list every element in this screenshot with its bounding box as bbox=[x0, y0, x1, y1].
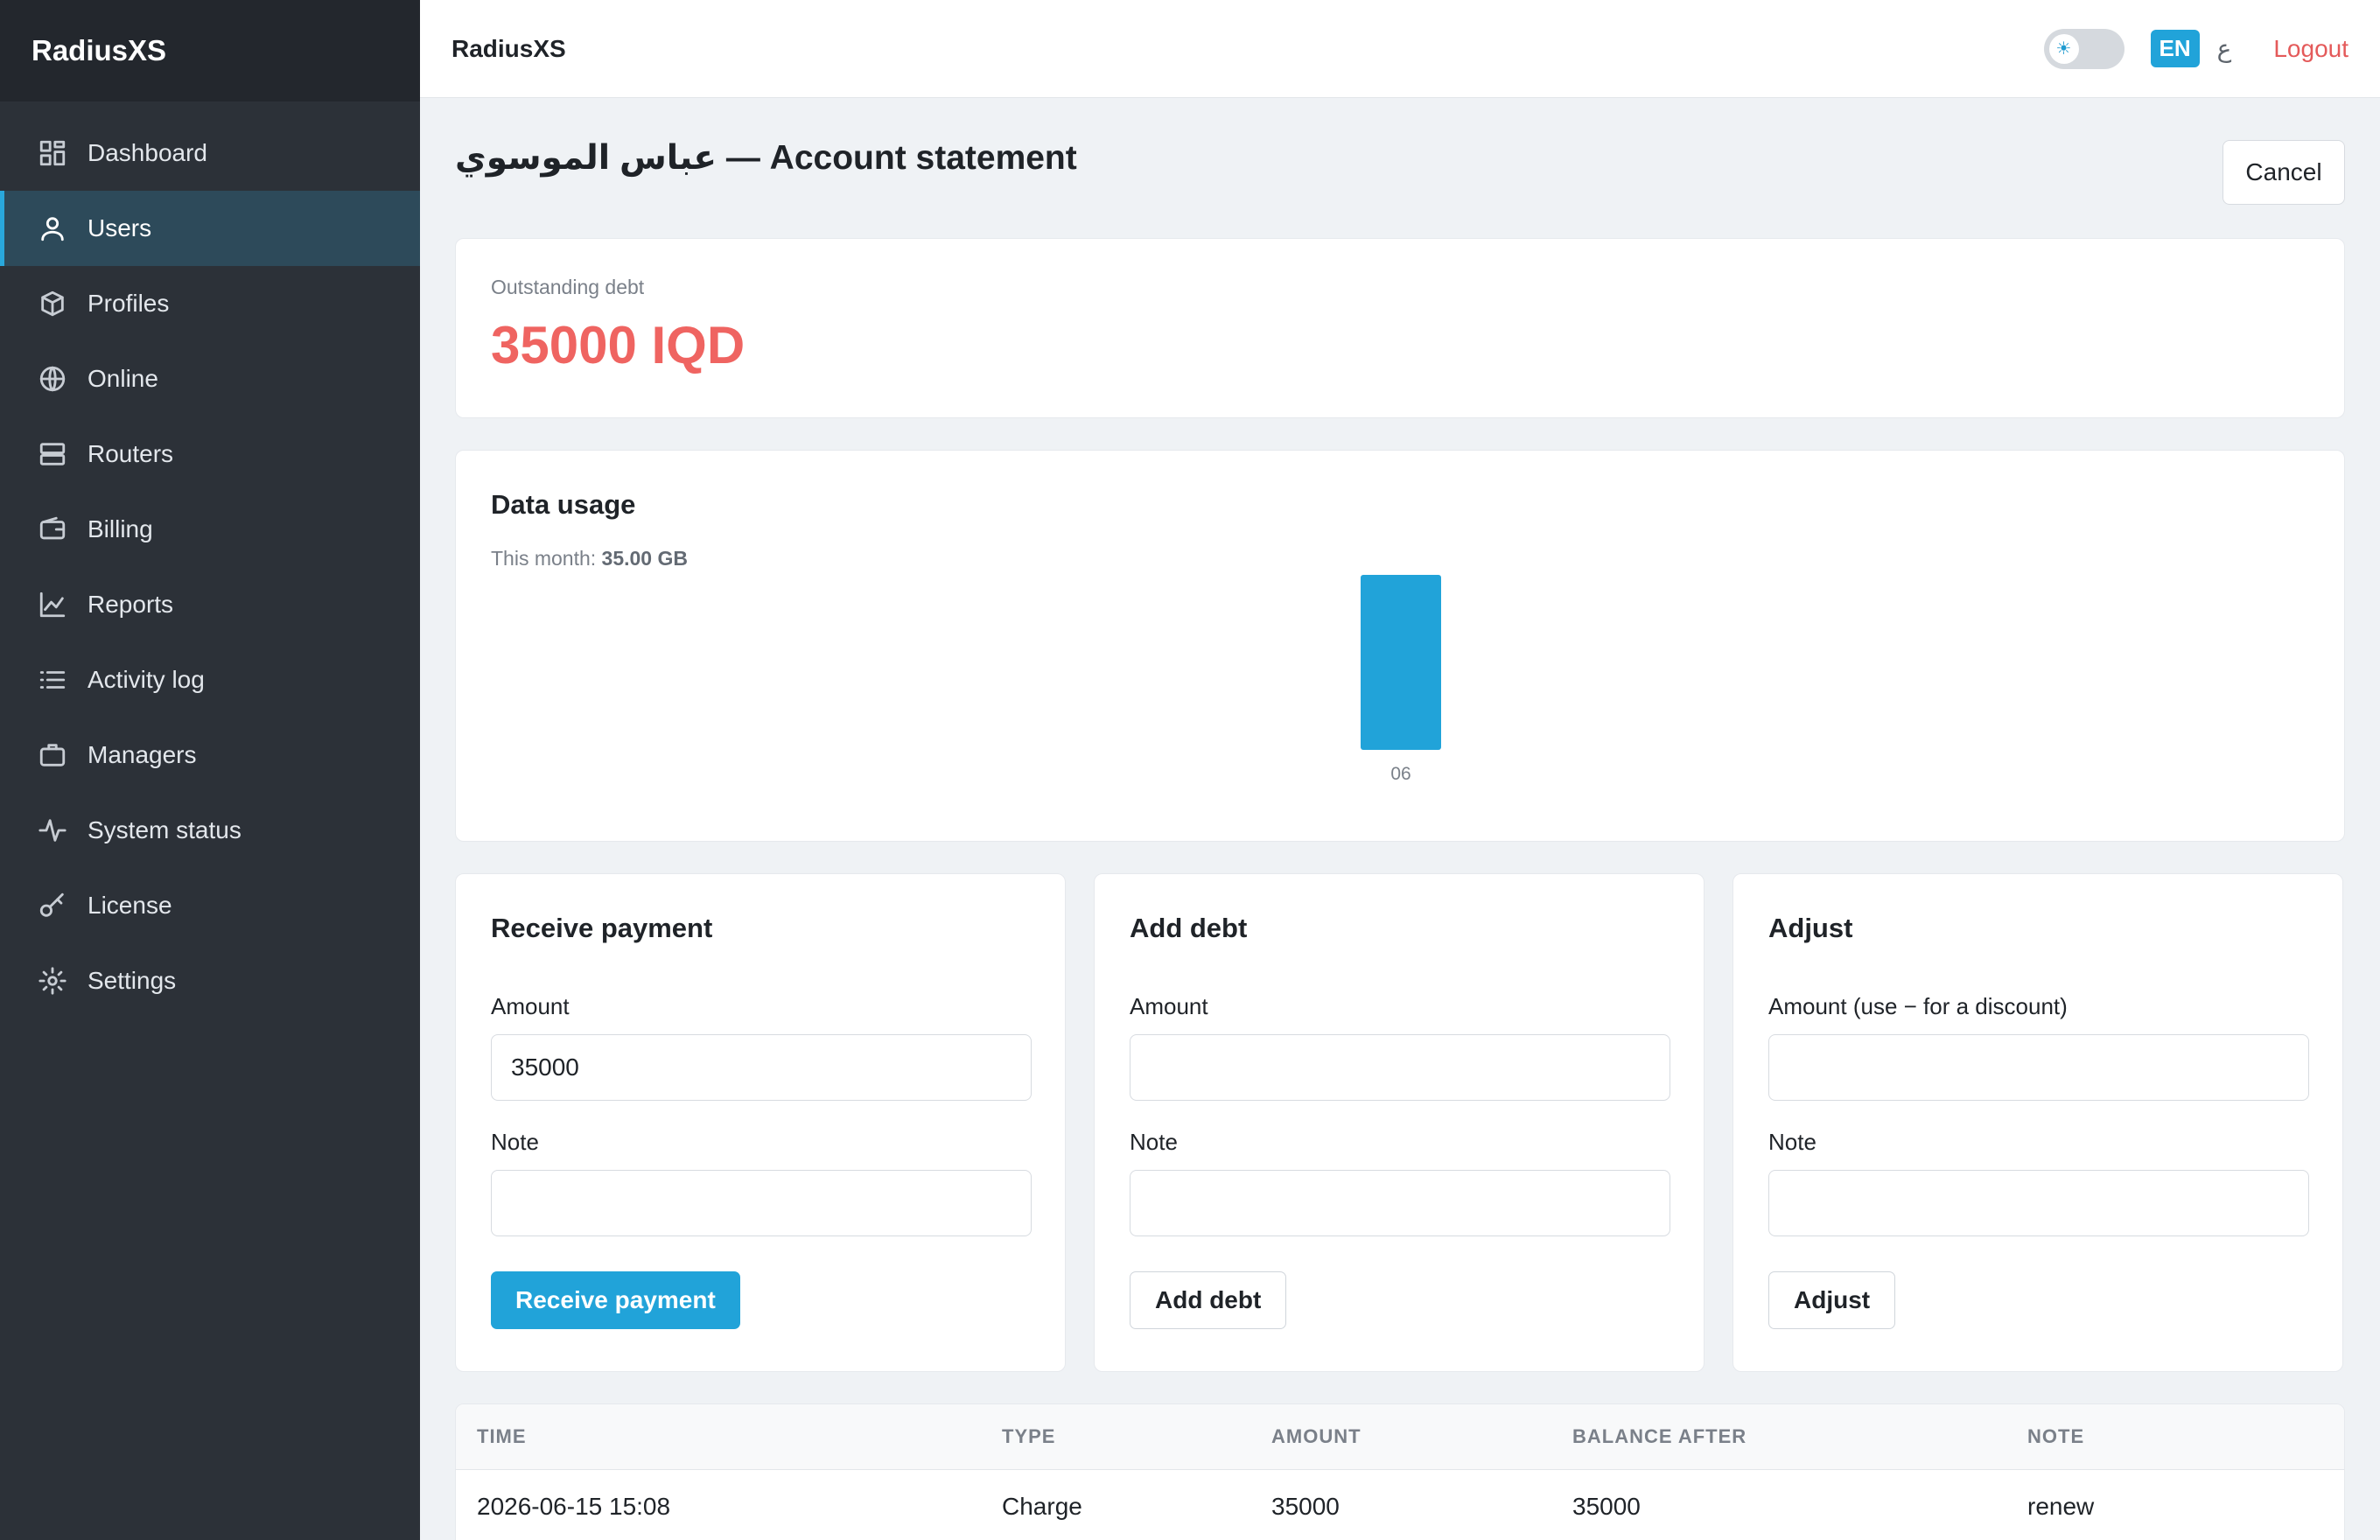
sidebar-nav: Dashboard Users Profiles Online Routers … bbox=[0, 102, 420, 1018]
sidebar-item-label: System status bbox=[88, 816, 242, 844]
sidebar-item-license[interactable]: License bbox=[0, 868, 420, 943]
cell-amount: 35000 bbox=[1271, 1493, 1340, 1521]
sidebar-item-billing[interactable]: Billing bbox=[0, 492, 420, 567]
page-header: عباس الموسوي — Account statement Cancel bbox=[455, 98, 2345, 238]
cell-type: Charge bbox=[1002, 1493, 1082, 1521]
main-content: عباس الموسوي — Account statement Cancel … bbox=[455, 98, 2345, 1540]
payment-note-label: Note bbox=[491, 1129, 539, 1155]
adjust-form: Adjust Amount (use − for a discount) Not… bbox=[1732, 873, 2343, 1372]
payment-amount-input[interactable] bbox=[491, 1034, 1032, 1101]
sidebar-item-managers[interactable]: Managers bbox=[0, 718, 420, 793]
usage-tick-label: 06 bbox=[1390, 764, 1410, 784]
cell-balance-after: 35000 bbox=[1572, 1493, 1641, 1521]
sidebar-item-system-status[interactable]: System status bbox=[0, 793, 420, 868]
adjust-amount-input[interactable] bbox=[1768, 1034, 2309, 1101]
statement-table-card: TIME TYPE AMOUNT BALANCE AFTER NOTE 2026… bbox=[455, 1404, 2345, 1540]
usage-this-month-label: This month: bbox=[491, 547, 602, 570]
debt-amount-label: Amount bbox=[1130, 993, 1208, 1019]
sidebar-item-label: Dashboard bbox=[88, 139, 207, 166]
sidebar-item-label: Activity log bbox=[88, 666, 205, 693]
statement-table: TIME TYPE AMOUNT BALANCE AFTER NOTE 2026… bbox=[456, 1404, 2344, 1540]
sidebar-item-label: Reports bbox=[88, 591, 174, 618]
add-debt-form: Add debt Amount Note Add debt bbox=[1094, 873, 1704, 1372]
adjust-title: Adjust bbox=[1768, 913, 1853, 943]
col-time: TIME bbox=[456, 1404, 981, 1470]
sidebar-item-label: Settings bbox=[88, 967, 177, 994]
dashboard-icon bbox=[37, 137, 68, 169]
box-icon bbox=[37, 288, 68, 319]
topbar-actions: ☀ EN ع Logout bbox=[2043, 28, 2348, 69]
receive-payment-title: Receive payment bbox=[491, 913, 713, 943]
sidebar-item-label: Billing bbox=[88, 515, 153, 542]
server-icon bbox=[37, 438, 68, 470]
sidebar-item-label: Users bbox=[88, 214, 152, 242]
debt-note-input[interactable] bbox=[1130, 1170, 1670, 1236]
col-note: NOTE bbox=[2006, 1404, 2344, 1470]
chart-line-icon bbox=[37, 589, 68, 620]
adjust-amount-label: Amount (use − for a discount) bbox=[1768, 993, 2068, 1019]
cell-note: renew bbox=[2027, 1493, 2095, 1521]
globe-icon bbox=[37, 363, 68, 395]
brand-logo[interactable]: RadiusXS bbox=[0, 0, 420, 102]
debt-value: 35000 IQD bbox=[491, 316, 746, 374]
payment-note-input[interactable] bbox=[491, 1170, 1032, 1236]
pulse-icon bbox=[37, 815, 68, 846]
theme-toggle[interactable]: ☀ bbox=[2043, 28, 2124, 69]
sidebar-item-reports[interactable]: Reports bbox=[0, 567, 420, 642]
sidebar-item-label: Online bbox=[88, 365, 158, 392]
sidebar: RadiusXS Dashboard Users Profiles Online… bbox=[0, 0, 420, 1540]
sidebar-item-online[interactable]: Online bbox=[0, 341, 420, 416]
sidebar-item-users[interactable]: Users bbox=[0, 191, 420, 266]
debt-note-label: Note bbox=[1130, 1129, 1178, 1155]
add-debt-button[interactable]: Add debt bbox=[1130, 1271, 1287, 1329]
usage-title: Data usage bbox=[491, 489, 636, 520]
debt-amount-input[interactable] bbox=[1130, 1034, 1670, 1101]
add-debt-title: Add debt bbox=[1130, 913, 1248, 943]
receive-payment-form: Receive payment Amount Note Receive paym… bbox=[455, 873, 1066, 1372]
usage-this-month: This month: 35.00 GB bbox=[491, 547, 2309, 570]
usage-this-month-value: 35.00 GB bbox=[601, 547, 688, 570]
receive-payment-button[interactable]: Receive payment bbox=[491, 1271, 740, 1329]
topbar: RadiusXS ☀ EN ع Logout bbox=[420, 0, 2380, 98]
payment-amount-label: Amount bbox=[491, 993, 570, 1019]
usage-bar-chart: 06 bbox=[1361, 575, 1441, 784]
debt-label: Outstanding debt bbox=[491, 276, 645, 298]
sidebar-item-label: License bbox=[88, 892, 172, 919]
outstanding-debt-card: Outstanding debt 35000 IQD bbox=[455, 238, 2345, 418]
cell-time: 2026-06-15 15:08 bbox=[477, 1493, 671, 1521]
adjust-note-label: Note bbox=[1768, 1129, 1816, 1155]
sidebar-item-label: Routers bbox=[88, 440, 174, 467]
sun-icon: ☀ bbox=[2048, 33, 2079, 64]
wallet-icon bbox=[37, 514, 68, 545]
topbar-title: RadiusXS bbox=[452, 34, 566, 62]
lang-ar-button[interactable]: ع bbox=[2216, 35, 2232, 62]
col-type: TYPE bbox=[981, 1404, 1250, 1470]
lang-en-button[interactable]: EN bbox=[2150, 30, 2200, 67]
sidebar-item-dashboard[interactable]: Dashboard bbox=[0, 116, 420, 191]
sidebar-item-routers[interactable]: Routers bbox=[0, 416, 420, 492]
briefcase-icon bbox=[37, 739, 68, 771]
adjust-note-input[interactable] bbox=[1768, 1170, 2309, 1236]
logout-link[interactable]: Logout bbox=[2273, 34, 2348, 62]
user-icon bbox=[37, 213, 68, 244]
sidebar-item-activity-log[interactable]: Activity log bbox=[0, 642, 420, 718]
sidebar-item-label: Managers bbox=[88, 741, 197, 768]
col-amount: AMOUNT bbox=[1250, 1404, 1551, 1470]
table-row: 2026-06-15 15:08 Charge 35000 35000 rene… bbox=[456, 1469, 2344, 1540]
data-usage-card: Data usage This month: 35.00 GB 06 bbox=[455, 450, 2345, 842]
cancel-button[interactable]: Cancel bbox=[2222, 140, 2345, 205]
table-header-row: TIME TYPE AMOUNT BALANCE AFTER NOTE bbox=[456, 1404, 2344, 1470]
usage-bar-06 bbox=[1361, 575, 1441, 750]
sidebar-item-profiles[interactable]: Profiles bbox=[0, 266, 420, 341]
sidebar-item-label: Profiles bbox=[88, 290, 170, 317]
col-balance-after: BALANCE AFTER bbox=[1551, 1404, 2006, 1470]
adjust-button[interactable]: Adjust bbox=[1768, 1271, 1896, 1329]
gear-icon bbox=[37, 965, 68, 997]
forms-row: Receive payment Amount Note Receive paym… bbox=[455, 873, 2345, 1372]
list-icon bbox=[37, 664, 68, 696]
sidebar-item-settings[interactable]: Settings bbox=[0, 943, 420, 1018]
key-icon bbox=[37, 890, 68, 921]
page-title: عباس الموسوي — Account statement bbox=[455, 139, 1077, 177]
